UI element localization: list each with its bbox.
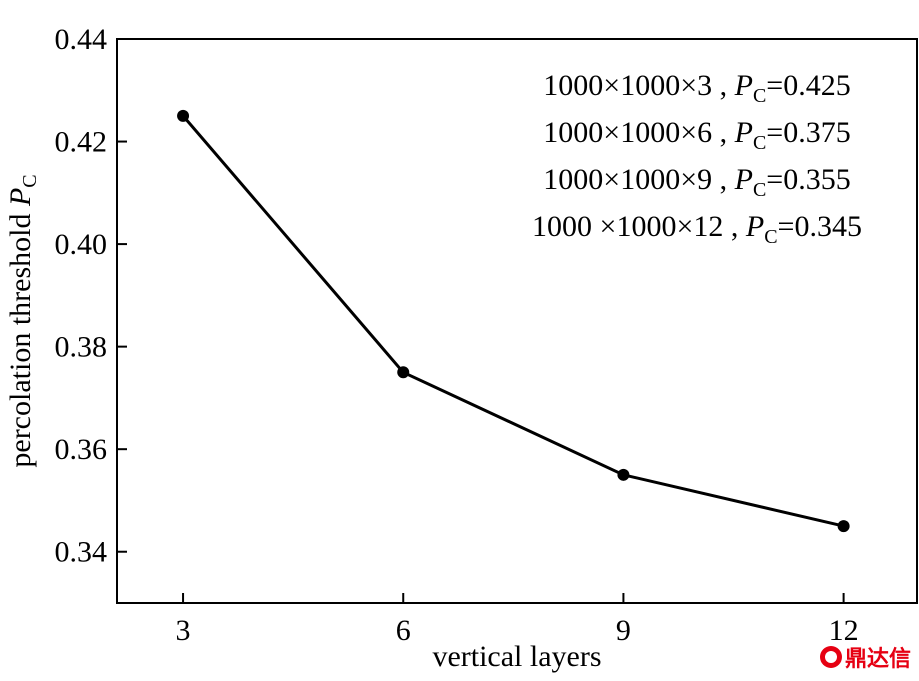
annotation-prefix: 1000 ×1000×12 ,	[532, 210, 746, 243]
watermark-text: 鼎达信	[844, 647, 911, 672]
annotation-line: 1000×1000×9 , PC=0.355	[543, 163, 850, 201]
annotation-line: 1000×1000×3 , PC=0.425	[543, 69, 850, 107]
annotation-subscript: C	[753, 85, 766, 107]
y-tick-label: 0.40	[55, 228, 108, 261]
y-axis: 0.34 0.36 0.38 0.40 0.42 0.44	[55, 23, 127, 569]
data-point	[837, 520, 850, 533]
annotation-prefix: 1000×1000×3 ,	[543, 69, 734, 102]
annotation-prefix: 1000×1000×9 ,	[543, 163, 734, 196]
watermark: 鼎达信	[819, 641, 911, 673]
plot-frame	[116, 38, 918, 604]
data-point	[177, 109, 190, 122]
y-axis-label-text: percolation threshold	[4, 206, 37, 468]
annotation-symbol: P	[734, 163, 753, 196]
annotation-value: =0.375	[766, 116, 850, 149]
y-axis-label-subscript: C	[19, 174, 41, 187]
y-tick-label: 0.42	[55, 126, 108, 159]
annotation-subscript: C	[764, 226, 777, 248]
annotation-prefix: 1000×1000×6 ,	[543, 116, 734, 149]
y-axis-label: percolation threshold PC	[4, 174, 41, 467]
x-axis-label: vertical layers	[432, 640, 601, 673]
annotation-line: 1000×1000×6 , PC=0.375	[543, 116, 850, 154]
y-tick-label: 0.34	[55, 536, 108, 569]
watermark-logo-icon	[819, 646, 842, 668]
data-point	[617, 468, 630, 481]
annotation-line: 1000 ×1000×12 , PC=0.345	[532, 210, 862, 248]
y-axis-label-symbol: P	[4, 188, 37, 207]
y-tick-label: 0.38	[55, 331, 108, 364]
data-point	[397, 366, 410, 379]
x-tick-label: 6	[396, 614, 411, 647]
y-tick-label: 0.36	[55, 433, 108, 466]
annotation-symbol: P	[745, 210, 764, 243]
annotation-subscript: C	[753, 132, 766, 154]
x-tick-label: 3	[176, 614, 191, 647]
series-line	[181, 114, 844, 528]
annotation-value: =0.345	[778, 210, 862, 243]
annotation-value: =0.355	[766, 163, 850, 196]
data-points	[177, 109, 850, 533]
annotation-symbol: P	[734, 116, 753, 149]
annotation-subscript: C	[753, 179, 766, 201]
annotation-symbol: P	[734, 69, 753, 102]
x-tick-label: 12	[829, 614, 859, 647]
x-tick-label: 9	[616, 614, 631, 647]
annotation-value: =0.425	[766, 69, 850, 102]
x-axis: 3 6 9 12	[176, 593, 859, 647]
y-tick-label: 0.44	[55, 23, 108, 56]
